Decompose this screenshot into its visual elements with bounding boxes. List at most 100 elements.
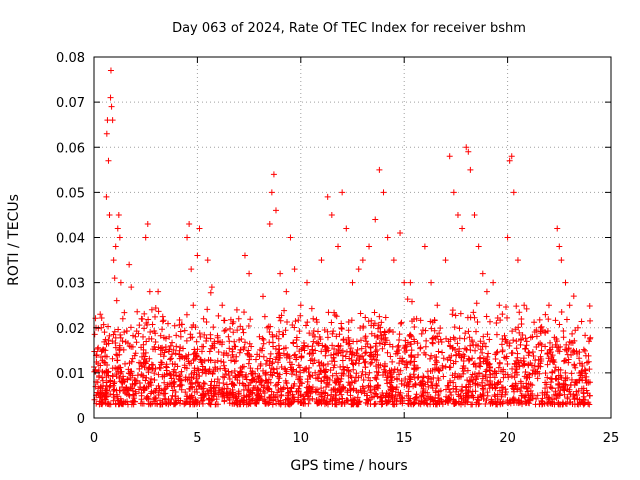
data-point: [313, 316, 320, 323]
data-point: [103, 353, 110, 360]
data-point: [185, 351, 192, 358]
data-point: [439, 401, 446, 408]
data-point: [376, 398, 383, 405]
data-point: [163, 361, 170, 368]
data-point: [309, 395, 316, 402]
data-point: [557, 367, 564, 374]
data-point: [257, 346, 264, 353]
data-point: [484, 353, 491, 360]
data-point: [499, 347, 506, 354]
data-point: [387, 387, 394, 394]
data-point: [265, 323, 272, 330]
data-point: [566, 386, 573, 393]
data-point: [407, 279, 414, 286]
data-point: [542, 343, 549, 350]
data-point: [111, 328, 118, 335]
data-point: [554, 392, 561, 399]
data-point: [367, 383, 374, 390]
data-point: [177, 372, 184, 379]
data-point: [554, 225, 561, 232]
data-point: [571, 348, 578, 355]
data-point: [347, 392, 354, 399]
data-point: [197, 356, 204, 363]
data-point: [192, 350, 199, 357]
data-point: [167, 342, 174, 349]
data-point: [504, 361, 511, 368]
data-point: [208, 284, 215, 291]
data-point: [461, 365, 468, 372]
data-point: [501, 332, 508, 339]
data-point: [404, 361, 411, 368]
data-point: [431, 327, 438, 334]
data-point: [329, 330, 336, 337]
data-point: [460, 368, 467, 375]
data-point: [360, 377, 367, 384]
data-point: [275, 354, 282, 361]
data-point: [229, 380, 236, 387]
data-point: [269, 359, 276, 366]
data-point: [330, 328, 337, 335]
data-point: [447, 357, 454, 364]
data-point: [336, 346, 343, 353]
data-point: [383, 337, 390, 344]
data-point: [221, 328, 228, 335]
data-point: [418, 330, 425, 337]
data-point: [566, 302, 573, 309]
data-point: [494, 391, 501, 398]
data-point: [522, 335, 529, 342]
data-point: [486, 385, 493, 392]
data-point: [527, 334, 534, 341]
data-point: [513, 303, 520, 310]
data-point: [405, 400, 412, 407]
data-point: [490, 279, 497, 286]
data-point: [328, 319, 335, 326]
data-point: [361, 388, 368, 395]
data-point: [226, 375, 233, 382]
data-point: [246, 356, 253, 363]
data-point: [328, 358, 335, 365]
data-point: [239, 326, 246, 333]
data-point: [536, 316, 543, 323]
data-point: [181, 327, 188, 334]
data-point: [121, 329, 128, 336]
data-point: [468, 401, 475, 408]
data-point: [270, 397, 277, 404]
data-point: [172, 350, 179, 357]
data-point: [394, 366, 401, 373]
data-point: [576, 360, 583, 367]
data-point: [169, 351, 176, 358]
data-point: [296, 375, 303, 382]
data-point: [376, 313, 383, 320]
data-point: [97, 362, 104, 369]
data-point: [324, 380, 331, 387]
data-point: [518, 384, 525, 391]
data-point: [580, 346, 587, 353]
data-point: [513, 345, 520, 352]
data-point: [236, 380, 243, 387]
data-point: [106, 332, 113, 339]
data-point: [316, 362, 323, 369]
data-point: [176, 382, 183, 389]
data-point: [137, 400, 144, 407]
data-point: [371, 309, 378, 316]
data-point: [572, 327, 579, 334]
y-tick-label: 0.02: [56, 322, 85, 337]
data-point: [136, 365, 143, 372]
data-point: [98, 315, 105, 322]
data-point: [484, 392, 491, 399]
data-point: [466, 377, 473, 384]
data-point: [492, 385, 499, 392]
data-point: [220, 359, 227, 366]
x-tick-label: 20: [499, 431, 516, 446]
data-point: [306, 396, 313, 403]
data-point: [289, 321, 296, 328]
data-point: [107, 377, 114, 384]
data-point: [434, 302, 441, 309]
x-tick-label: 25: [603, 431, 620, 446]
data-point: [196, 225, 203, 232]
data-point: [497, 378, 504, 385]
data-point: [484, 377, 491, 384]
data-point: [417, 344, 424, 351]
data-point: [137, 360, 144, 367]
data-point: [463, 144, 470, 151]
